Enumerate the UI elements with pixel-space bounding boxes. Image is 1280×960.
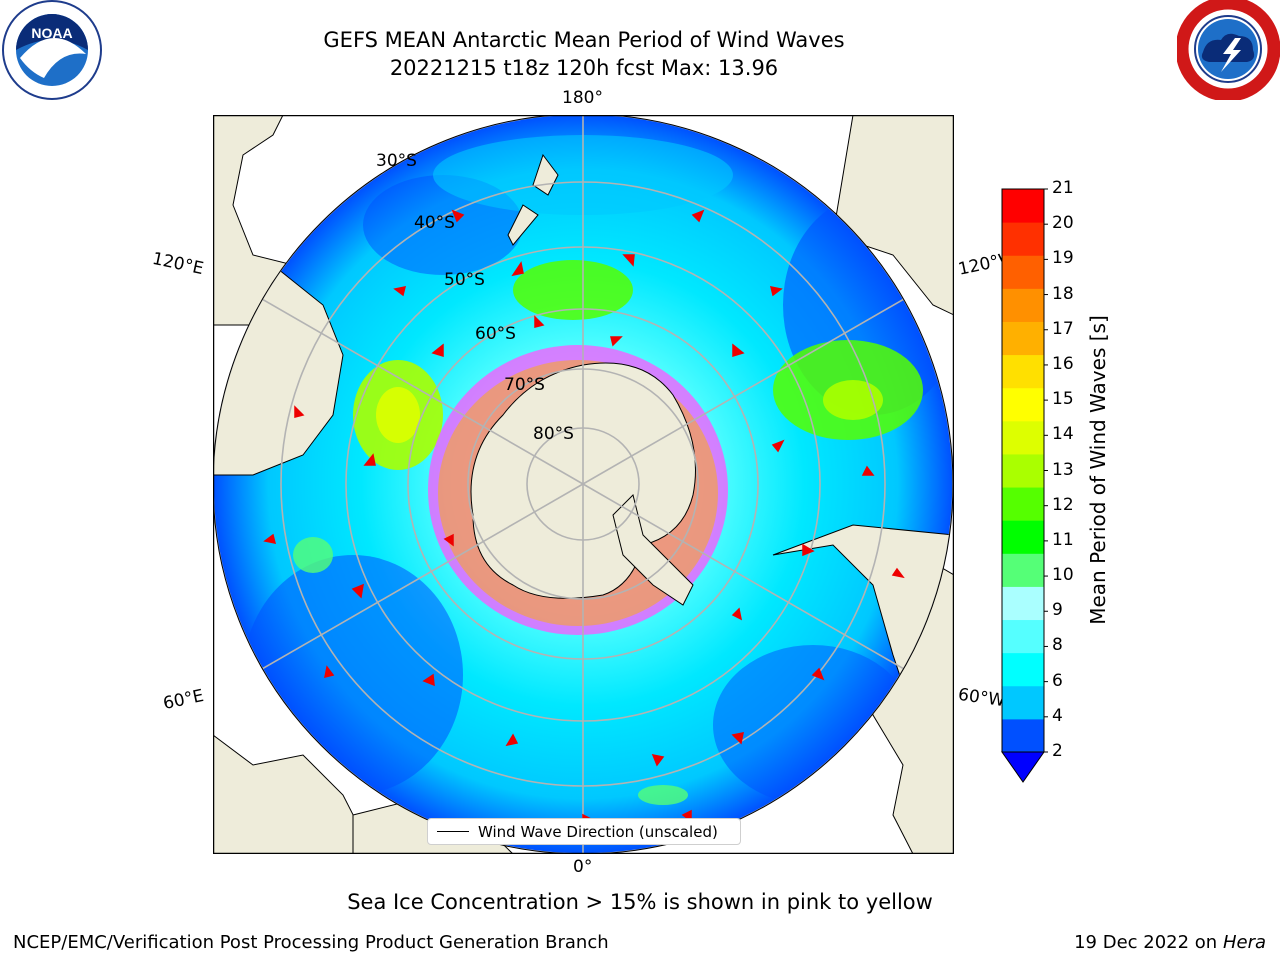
colorbar-band: [1002, 685, 1044, 720]
colorbar-band: [1002, 420, 1044, 455]
lat-label-80s: 80°S: [533, 424, 574, 444]
chart-subtitle: 20221215 t18z 120h fcst Max: 13.96: [389, 56, 779, 80]
colorbar-tick-label: 6: [1052, 670, 1063, 691]
colorbar-band: [1002, 453, 1044, 488]
colorbar: [1001, 188, 1048, 783]
colorbar-band: [1002, 189, 1044, 223]
polar-map-svg: [212, 113, 955, 855]
lat-label-40s: 40°S: [414, 213, 455, 233]
lat-label-50s: 50°S: [444, 270, 485, 290]
lon-label-120e: 120°E: [150, 248, 206, 280]
colorbar-band: [1002, 619, 1044, 654]
colorbar-tick-label: 8: [1052, 635, 1063, 656]
colorbar-band: [1002, 718, 1044, 753]
colorbar-band: [1002, 553, 1044, 587]
legend-line-swatch: [437, 831, 469, 832]
colorbar-band: [1002, 652, 1044, 687]
colorbar-band: [1002, 222, 1044, 256]
colorbar-band: [1002, 354, 1044, 389]
map-legend: Wind Wave Direction (unscaled): [427, 818, 741, 845]
footer-date: 19 Dec 2022 on Hera: [1074, 932, 1266, 953]
colorbar-band: [1002, 387, 1044, 422]
lat-label-30s: 30°S: [376, 151, 417, 171]
svg-text:NOAA: NOAA: [31, 25, 72, 41]
colorbar-band: [1002, 255, 1044, 289]
lon-label-0: 0°: [573, 857, 593, 877]
colorbar-band: [1002, 288, 1044, 322]
footer-branch: NCEP/EMC/Verification Post Processing Pr…: [13, 932, 609, 953]
colorbar-tick-label: 4: [1052, 705, 1063, 726]
legend-label: Wind Wave Direction (unscaled): [478, 823, 718, 841]
colorbar-tick-label: 16: [1052, 353, 1074, 374]
lat-label-70s: 70°S: [504, 375, 545, 395]
colorbar-band: [1002, 487, 1044, 521]
colorbar-tick-label: 20: [1052, 213, 1074, 234]
colorbar-band: [1002, 586, 1044, 621]
footer-date-text: 19 Dec 2022 on: [1074, 932, 1218, 953]
colorbar-tick-label: 2: [1052, 741, 1063, 761]
colorbar-band: [1002, 321, 1044, 356]
colorbar-title: Mean Period of Wind Waves [s]: [1086, 315, 1110, 625]
lon-label-180: 180°: [562, 88, 603, 108]
lat-label-60s: 60°S: [475, 324, 516, 344]
colorbar-tick-label: 15: [1052, 389, 1074, 410]
sea-ice-caption-text: Sea Ice Concentration > 15% is shown in …: [347, 890, 933, 914]
colorbar-tick-label: 18: [1052, 283, 1074, 304]
lon-label-60w: 60°W: [956, 684, 1007, 712]
colorbar-tick-label: 13: [1052, 459, 1074, 480]
colorbar-tick-label: 21: [1052, 178, 1074, 198]
colorbar-tick-label: 9: [1052, 600, 1063, 621]
lon-label-60e: 60°E: [161, 685, 206, 715]
colorbar-band: [1002, 520, 1044, 554]
colorbar-tick-label: 10: [1052, 565, 1074, 586]
noaa-logo: NOAA: [0, 0, 104, 100]
chart-title: GEFS MEAN Antarctic Mean Period of Wind …: [323, 28, 845, 52]
sea-ice-caption: Sea Ice Concentration > 15% is shown in …: [0, 890, 1280, 914]
colorbar-tick-label: 19: [1052, 248, 1074, 269]
colorbar-tick-label: 11: [1052, 529, 1074, 550]
colorbar-tick-label: 14: [1052, 424, 1074, 445]
footer-machine: Hera: [1222, 932, 1266, 953]
polar-map: Wind Wave Direction (unscaled): [212, 113, 955, 855]
nws-logo: [1175, 0, 1280, 102]
colorbar-tick-label: 17: [1052, 318, 1074, 339]
colorbar-tick-label: 12: [1052, 494, 1074, 515]
